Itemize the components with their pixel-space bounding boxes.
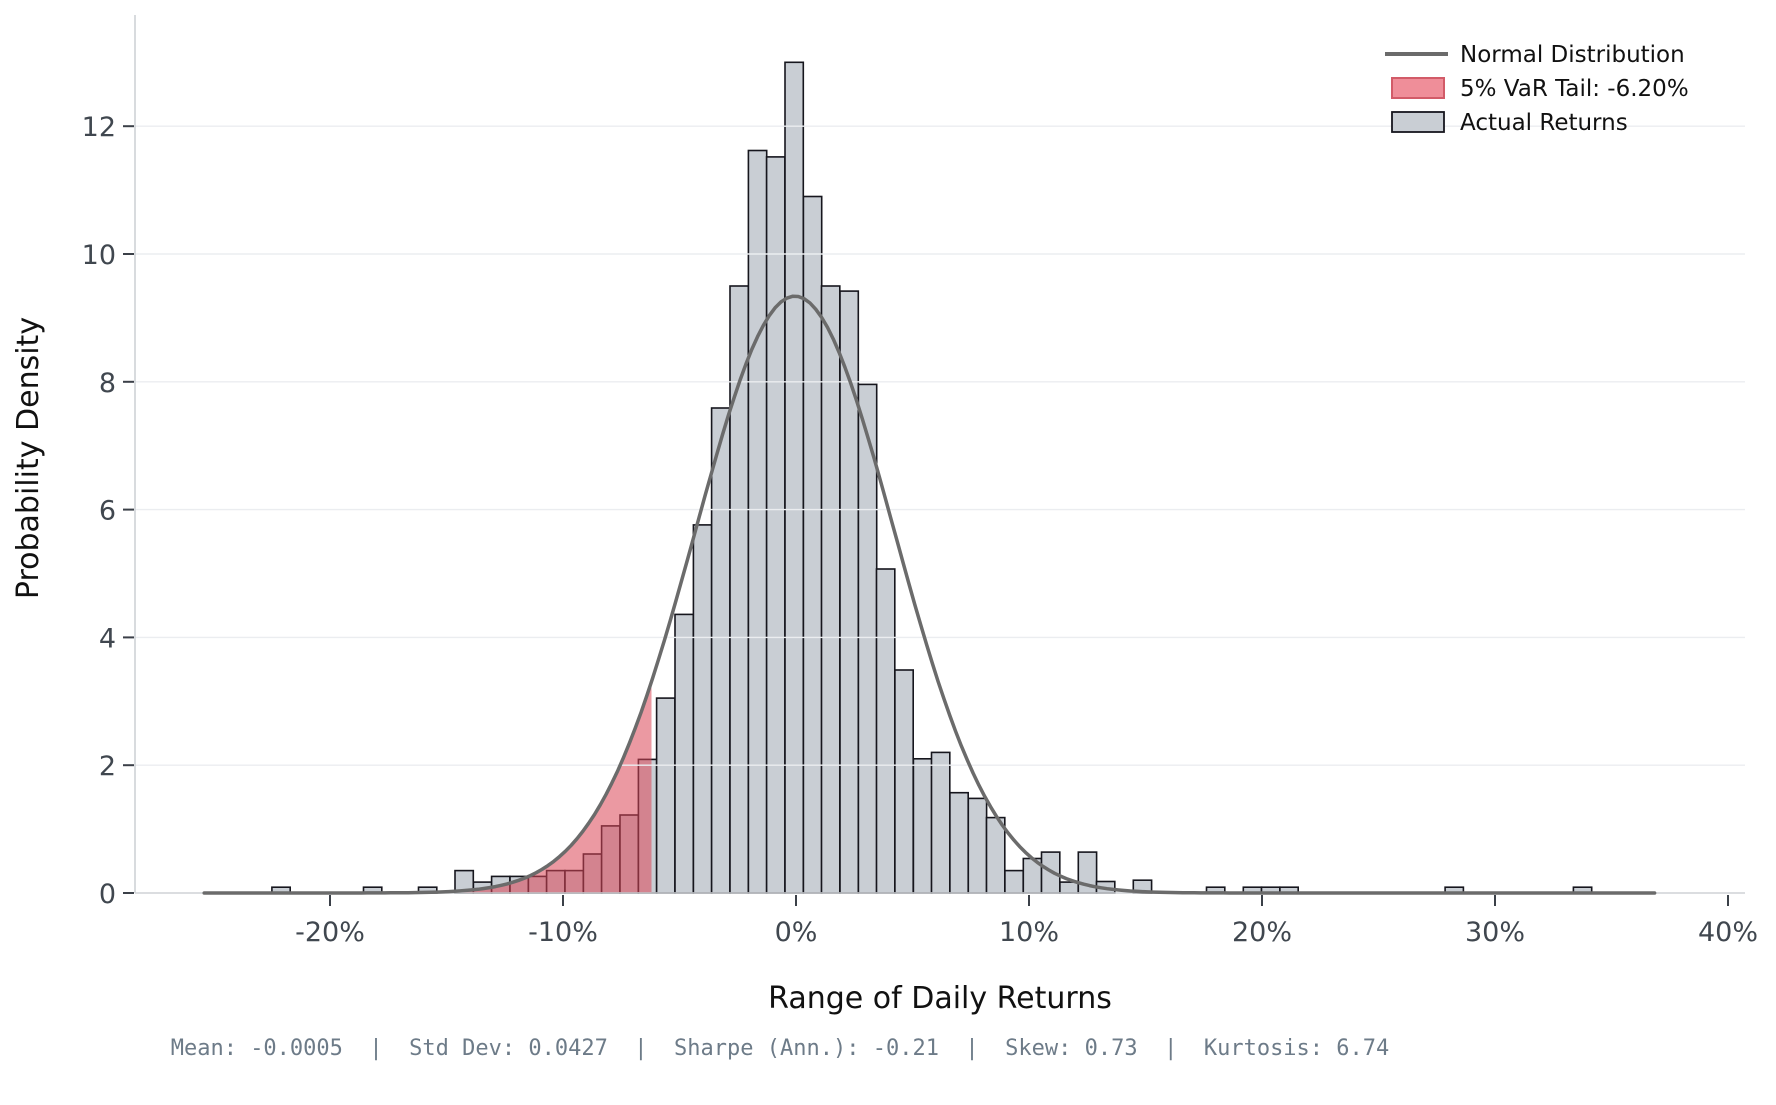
histogram-bar [949,791,970,894]
histogram-bar [784,61,805,894]
histogram-bar [967,797,988,894]
legend: Normal Distribution 5% VaR Tail: -6.20% … [1385,42,1689,136]
y-tick-label: 6 [99,496,116,527]
histogram-bar [1004,869,1025,894]
x-axis-label: Range of Daily Returns [768,981,1112,1016]
x-tick-label: 20% [1232,917,1292,948]
x-tick-label: 0% [775,917,818,948]
legend-label-normal-distribution: Normal Distribution [1460,42,1685,68]
normal-curve-line [202,294,1657,895]
x-tick-label: -10% [528,917,598,948]
histogram-bar [729,285,750,894]
histogram-bar [765,156,786,894]
histogram-bar [912,757,933,894]
histogram-bar [674,613,695,894]
histogram-bar [747,149,768,894]
var-tail-area [204,681,652,893]
x-tick-label: 40% [1698,917,1758,948]
histogram-bar [692,524,713,894]
y-tick-label: 8 [99,368,116,399]
histogram-bar [875,568,896,894]
histogram-bar [710,407,731,894]
legend-label-var-tail: 5% VaR Tail: -6.20% [1460,76,1689,102]
y-tick-label: 2 [99,751,116,782]
y-tick-label: 0 [99,879,116,910]
x-tick-labels: -20% -10% 0% 10% 20% 30% 40% [295,895,1758,948]
histogram-bar [985,816,1006,894]
y-tick-labels: 0 2 4 6 8 10 12 [82,112,134,910]
histogram-bar [894,669,915,894]
x-tick-label: 10% [999,917,1059,948]
histogram-bar [820,285,841,894]
x-tick-label: -20% [295,917,365,948]
legend-label-actual-returns: Actual Returns [1460,110,1628,136]
y-tick-label: 4 [99,623,116,654]
y-tick-label: 12 [82,112,116,143]
y-tick-label: 10 [82,240,116,271]
histogram-bar [1059,881,1080,894]
var-tail-fill [204,681,652,893]
y-axis-label: Probability Density [11,317,46,599]
legend-var-tail-swatch [1391,77,1445,99]
stats-footer: Mean: -0.0005 | Std Dev: 0.0427 | Sharpe… [170,1036,1390,1061]
legend-actual-returns-swatch [1391,111,1445,133]
histogram-bar [930,751,951,894]
histogram-bar [655,697,676,894]
histogram-bars [271,61,1593,894]
x-tick-label: 30% [1465,917,1525,948]
gridlines [135,125,1745,766]
normal-curve [202,294,1657,895]
